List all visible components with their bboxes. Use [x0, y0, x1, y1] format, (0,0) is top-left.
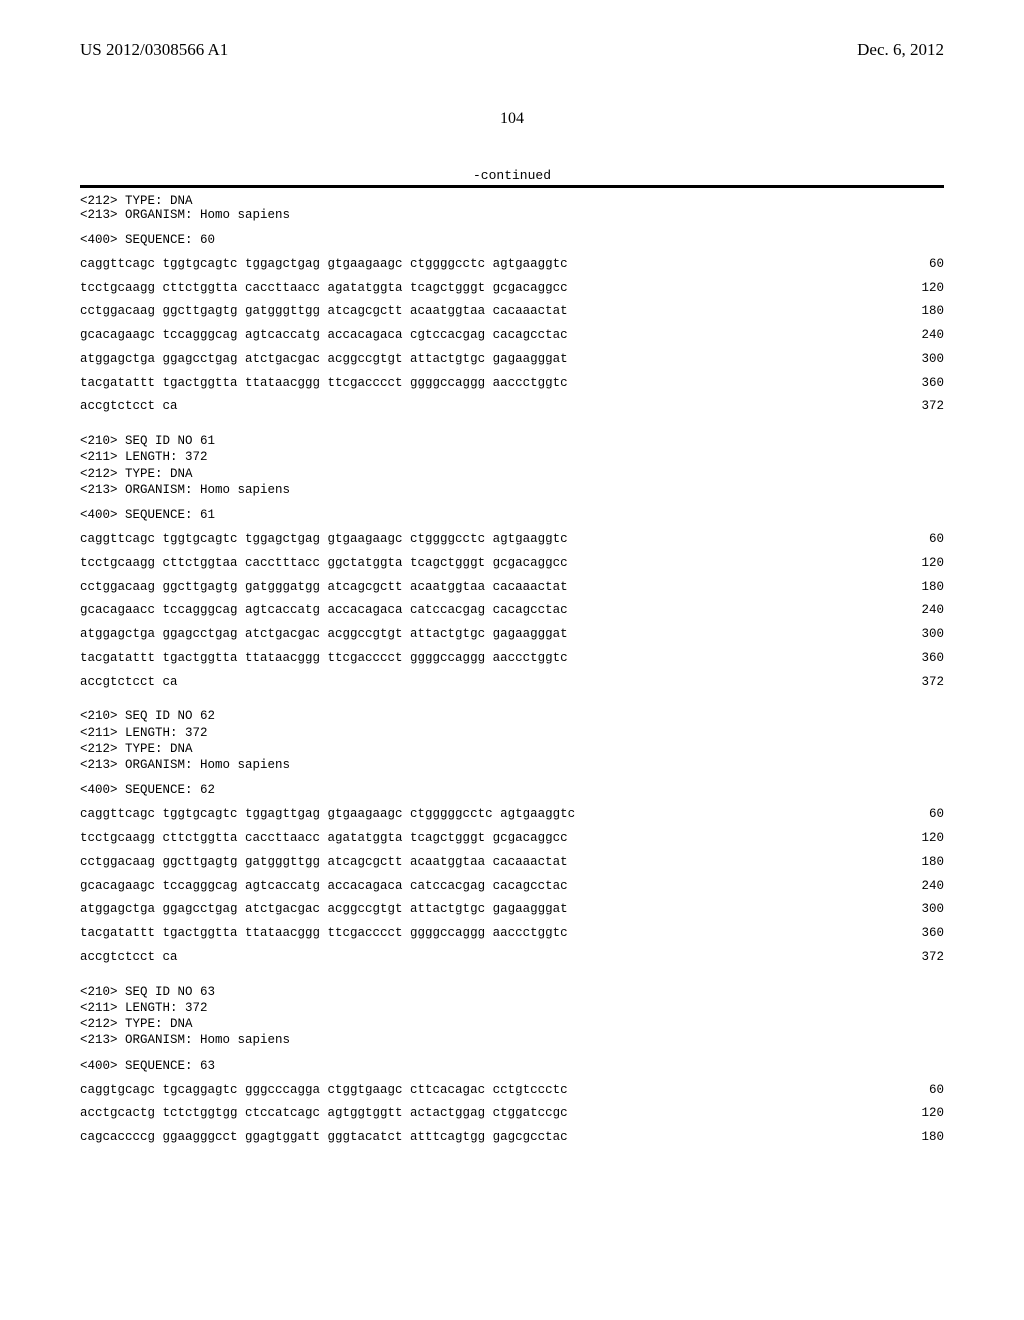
patent-page: US 2012/0308566 A1 Dec. 6, 2012 104 -con…: [0, 0, 1024, 1320]
sequence-position: 240: [894, 599, 944, 623]
sequence-position: 180: [894, 576, 944, 600]
sequence-line: atggagctga ggagcctgag atctgacgac acggccg…: [80, 623, 944, 647]
sequence-position: 372: [894, 395, 944, 419]
sequence-line: acctgcactg tctctggtgg ctccatcagc agtggtg…: [80, 1102, 944, 1126]
seq61-label: <400> SEQUENCE: 61: [80, 508, 944, 522]
sequence-position: 120: [894, 1102, 944, 1126]
sequence-text: tacgatattt tgactggtta ttataacggg ttcgacc…: [80, 372, 568, 396]
sequence-text: gcacagaagc tccagggcag agtcaccatg accacag…: [80, 324, 568, 348]
seq61-lines: caggttcagc tggtgcagtc tggagctgag gtgaaga…: [80, 528, 944, 694]
sequence-line: tacgatattt tgactggtta ttataacggg ttcgacc…: [80, 922, 944, 946]
sequence-position: 300: [894, 898, 944, 922]
sequence-position: 60: [894, 1079, 944, 1103]
sequence-position: 360: [894, 647, 944, 671]
sequence-line: accgtctcct ca 372: [80, 395, 944, 419]
sequence-line: tcctgcaagg cttctggtta caccttaacc agatatg…: [80, 827, 944, 851]
page-header: US 2012/0308566 A1 Dec. 6, 2012: [80, 40, 944, 60]
sequence-text: tcctgcaagg cttctggtta caccttaacc agatatg…: [80, 277, 568, 301]
seq62-meta: <210> SEQ ID NO 62 <211> LENGTH: 372 <21…: [80, 708, 944, 773]
sequence-text: atggagctga ggagcctgag atctgacgac acggccg…: [80, 623, 568, 647]
sequence-position: 180: [894, 851, 944, 875]
sequence-position: 60: [894, 528, 944, 552]
seq62-label: <400> SEQUENCE: 62: [80, 783, 944, 797]
sequence-text: tacgatattt tgactggtta ttataacggg ttcgacc…: [80, 647, 568, 671]
sequence-line: gcacagaagc tccagggcag agtcaccatg accacag…: [80, 875, 944, 899]
seq62-lines: caggttcagc tggtgcagtc tggagttgag gtgaaga…: [80, 803, 944, 969]
sequence-line: caggttcagc tggtgcagtc tggagttgag gtgaaga…: [80, 803, 944, 827]
sequence-line: cagcaccccg ggaagggcct ggagtggatt gggtaca…: [80, 1126, 944, 1150]
sequence-text: caggttcagc tggtgcagtc tggagctgag gtgaaga…: [80, 528, 568, 552]
sequence-text: tcctgcaagg cttctggtaa cacctttacc ggctatg…: [80, 552, 568, 576]
sequence-line: caggtgcagc tgcaggagtc gggcccagga ctggtga…: [80, 1079, 944, 1103]
sequence-text: gcacagaacc tccagggcag agtcaccatg accacag…: [80, 599, 568, 623]
sequence-text: accgtctcct ca: [80, 946, 178, 970]
sequence-line: cctggacaag ggcttgagtg gatgggttgg atcagcg…: [80, 300, 944, 324]
sequence-text: caggttcagc tggtgcagtc tggagttgag gtgaaga…: [80, 803, 575, 827]
seq63-lines: caggtgcagc tgcaggagtc gggcccagga ctggtga…: [80, 1079, 944, 1150]
sequence-text: cctggacaag ggcttgagtg gatgggttgg atcagcg…: [80, 851, 568, 875]
seq61-meta: <210> SEQ ID NO 61 <211> LENGTH: 372 <21…: [80, 433, 944, 498]
sequence-line: accgtctcct ca 372: [80, 946, 944, 970]
sequence-line: caggttcagc tggtgcagtc tggagctgag gtgaaga…: [80, 528, 944, 552]
sequence-position: 60: [894, 253, 944, 277]
sequence-position: 240: [894, 875, 944, 899]
sequence-text: cctggacaag ggcttgagtg gatgggttgg atcagcg…: [80, 300, 568, 324]
sequence-line: tcctgcaagg cttctggtaa cacctttacc ggctatg…: [80, 552, 944, 576]
publication-date: Dec. 6, 2012: [857, 40, 944, 60]
sequence-line: tcctgcaagg cttctggtta caccttaacc agatatg…: [80, 277, 944, 301]
sequence-position: 360: [894, 922, 944, 946]
seq63-label: <400> SEQUENCE: 63: [80, 1059, 944, 1073]
sequence-position: 240: [894, 324, 944, 348]
sequence-line: cctggacaag ggcttgagtg gatgggatgg atcagcg…: [80, 576, 944, 600]
sequence-text: gcacagaagc tccagggcag agtcaccatg accacag…: [80, 875, 568, 899]
sequence-text: accgtctcct ca: [80, 671, 178, 695]
sequence-line: caggttcagc tggtgcagtc tggagctgag gtgaaga…: [80, 253, 944, 277]
sequence-text: cagcaccccg ggaagggcct ggagtggatt gggtaca…: [80, 1126, 568, 1150]
seq60-lines: caggttcagc tggtgcagtc tggagctgag gtgaaga…: [80, 253, 944, 419]
sequence-text: caggtgcagc tgcaggagtc gggcccagga ctggtga…: [80, 1079, 568, 1103]
sequence-position: 372: [894, 671, 944, 695]
sequence-line: accgtctcct ca 372: [80, 671, 944, 695]
sequence-position: 60: [894, 803, 944, 827]
sequence-position: 120: [894, 827, 944, 851]
sequence-text: tcctgcaagg cttctggtta caccttaacc agatatg…: [80, 827, 568, 851]
sequence-text: atggagctga ggagcctgag atctgacgac acggccg…: [80, 348, 568, 372]
sequence-text: atggagctga ggagcctgag atctgacgac acggccg…: [80, 898, 568, 922]
sequence-position: 180: [894, 1126, 944, 1150]
sequence-position: 360: [894, 372, 944, 396]
sequence-line: atggagctga ggagcctgag atctgacgac acggccg…: [80, 348, 944, 372]
top-rule-thin: [80, 187, 944, 188]
sequence-text: accgtctcct ca: [80, 395, 178, 419]
continued-label: -continued: [80, 168, 944, 183]
publication-number: US 2012/0308566 A1: [80, 40, 228, 60]
entry-head-type: <212> TYPE: DNA: [80, 194, 944, 208]
sequence-position: 120: [894, 277, 944, 301]
sequence-line: tacgatattt tgactggtta ttataacggg ttcgacc…: [80, 372, 944, 396]
sequence-position: 120: [894, 552, 944, 576]
sequence-text: acctgcactg tctctggtgg ctccatcagc agtggtg…: [80, 1102, 568, 1126]
sequence-position: 300: [894, 623, 944, 647]
sequence-position: 372: [894, 946, 944, 970]
seq60-label: <400> SEQUENCE: 60: [80, 233, 944, 247]
sequence-text: tacgatattt tgactggtta ttataacggg ttcgacc…: [80, 922, 568, 946]
sequence-line: gcacagaacc tccagggcag agtcaccatg accacag…: [80, 599, 944, 623]
sequence-line: atggagctga ggagcctgag atctgacgac acggccg…: [80, 898, 944, 922]
sequence-position: 300: [894, 348, 944, 372]
entry-head-organism: <213> ORGANISM: Homo sapiens: [80, 208, 944, 222]
sequence-line: cctggacaag ggcttgagtg gatgggttgg atcagcg…: [80, 851, 944, 875]
sequence-line: tacgatattt tgactggtta ttataacggg ttcgacc…: [80, 647, 944, 671]
sequence-text: caggttcagc tggtgcagtc tggagctgag gtgaaga…: [80, 253, 568, 277]
seq63-meta: <210> SEQ ID NO 63 <211> LENGTH: 372 <21…: [80, 984, 944, 1049]
sequence-text: cctggacaag ggcttgagtg gatgggatgg atcagcg…: [80, 576, 568, 600]
page-number: 104: [80, 110, 944, 128]
sequence-position: 180: [894, 300, 944, 324]
sequence-line: gcacagaagc tccagggcag agtcaccatg accacag…: [80, 324, 944, 348]
